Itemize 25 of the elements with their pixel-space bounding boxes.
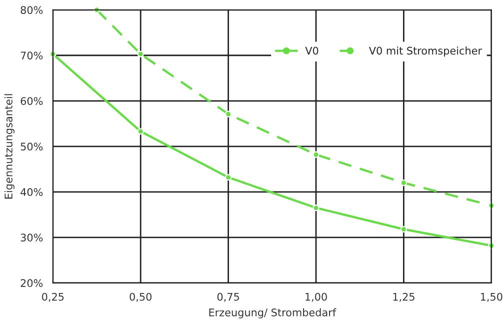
y-tick-label: 80% — [20, 6, 43, 14]
x-tick-label: 0,25 — [42, 292, 64, 302]
point — [137, 128, 144, 135]
y-tick-label: 40% — [20, 188, 43, 196]
point — [225, 110, 232, 118]
x-tick-label: 1,25 — [393, 292, 414, 302]
point — [400, 180, 407, 186]
legend-label: V0 — [305, 46, 318, 55]
x-tick-label: 1,50 — [480, 292, 502, 302]
y-tick-label: 60% — [20, 97, 43, 105]
y-tick-label: 50% — [20, 142, 43, 151]
x-axis-title: Erzeugung/ Strombedarf — [209, 308, 336, 318]
y-tick-label: 70% — [20, 52, 43, 60]
point — [137, 50, 144, 58]
point — [400, 226, 407, 233]
x-tick-label: 0,50 — [130, 292, 152, 302]
point — [225, 174, 232, 181]
legend-label: V0 mit Stromspeicher — [368, 46, 482, 57]
point — [312, 204, 320, 212]
x-tick-label: 0,75 — [217, 292, 239, 302]
y-tick-label: 30% — [20, 234, 43, 242]
y-tick-label: 20% — [20, 279, 43, 288]
x-tick-label: 1,00 — [306, 292, 327, 302]
point — [312, 151, 320, 158]
y-axis-title: Eigennutzungsanteil — [4, 94, 14, 199]
